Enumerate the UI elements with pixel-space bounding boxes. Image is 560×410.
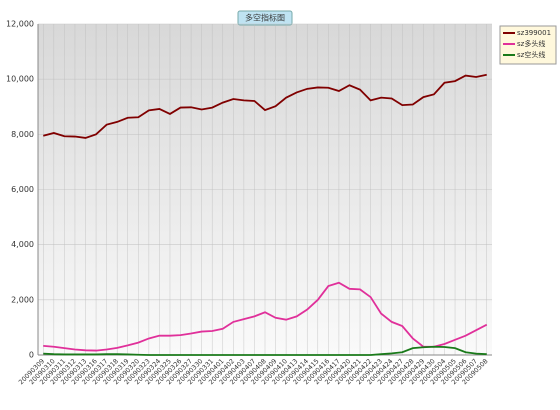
y-tick-label: 8,000	[11, 130, 34, 139]
legend-label: sz空头线	[517, 50, 545, 59]
legend-label: sz399001	[517, 29, 551, 37]
y-tick-label: 0	[29, 351, 34, 360]
chart-title: 多空指标图	[245, 13, 285, 23]
y-tick-label: 2,000	[11, 295, 34, 304]
series-line	[43, 281, 488, 352]
legend-label: sz多头线	[517, 39, 545, 48]
y-tick-label: 12,000	[6, 20, 34, 29]
y-tick-label: 6,000	[11, 185, 34, 194]
y-tick-label: 4,000	[11, 240, 34, 249]
series-line	[43, 73, 487, 139]
y-tick-label: 10,000	[6, 75, 34, 84]
series-line	[43, 345, 487, 356]
